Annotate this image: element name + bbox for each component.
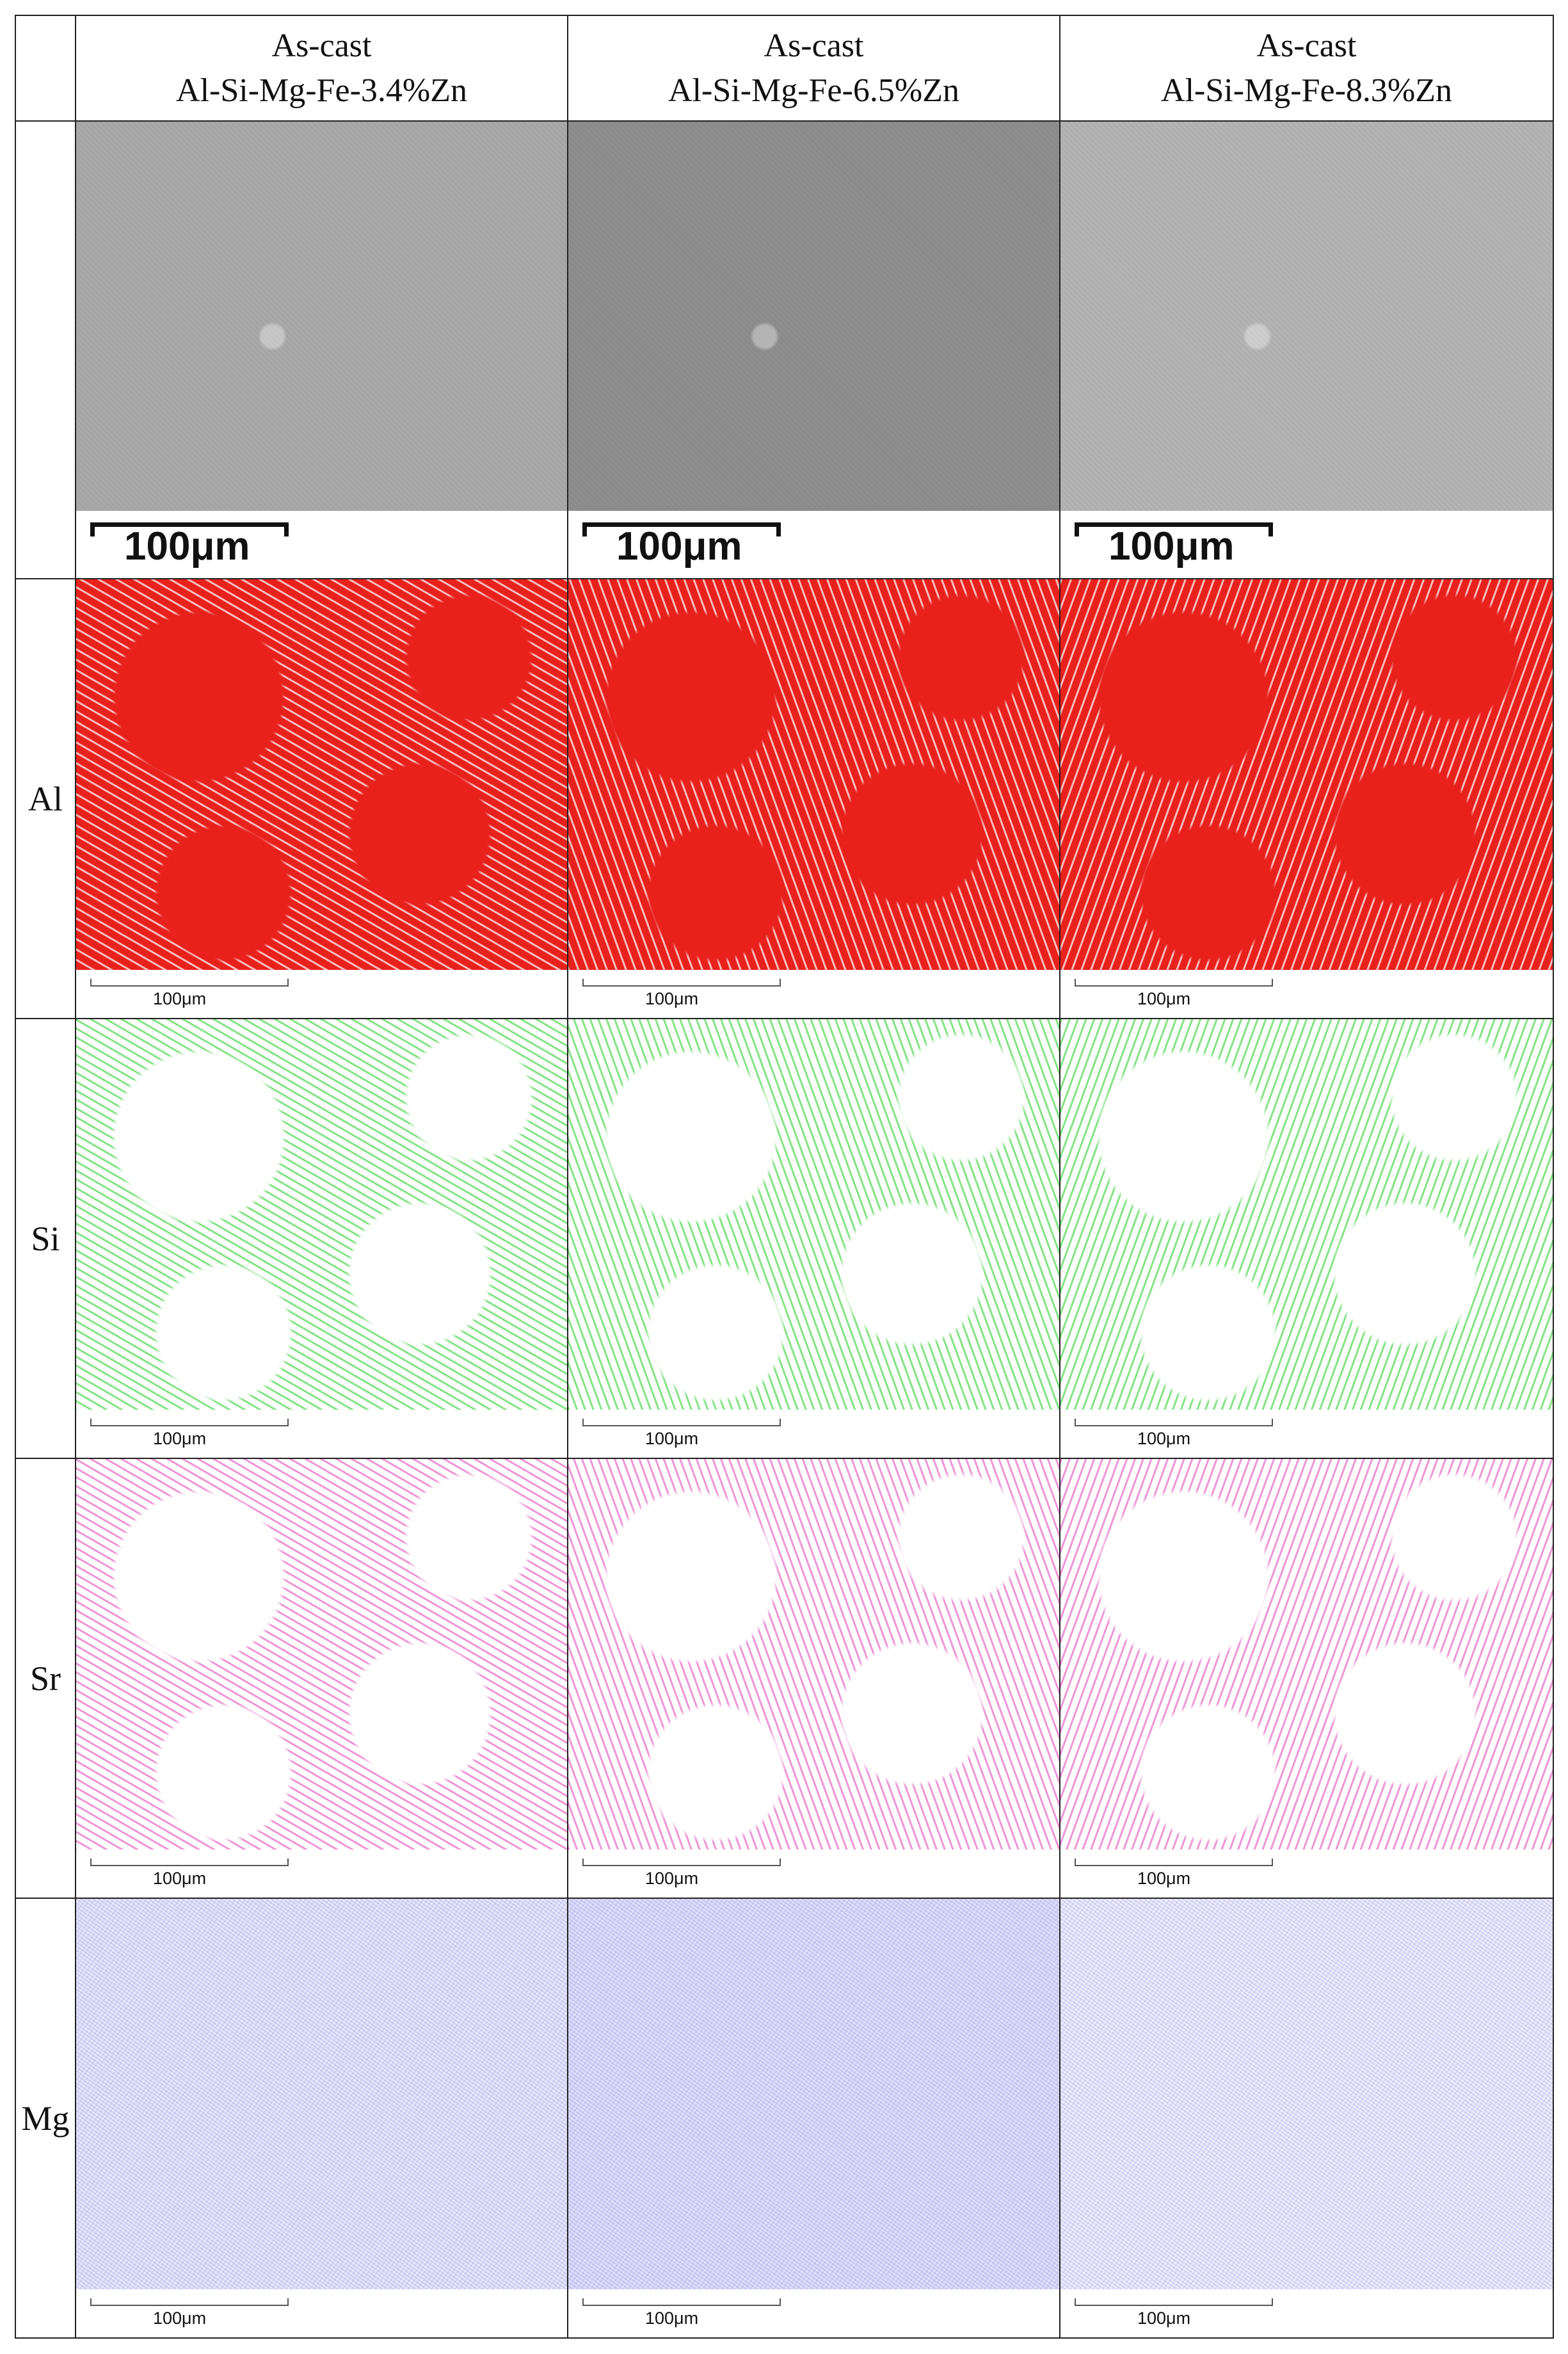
scale-strip: 100μm bbox=[568, 1850, 1059, 1898]
scale-bar bbox=[1075, 979, 1273, 987]
scale-bar bbox=[582, 1419, 781, 1426]
micrograph bbox=[568, 1899, 1059, 2291]
row-label: Mg bbox=[21, 2099, 70, 2138]
scale-label: 100μm bbox=[153, 1869, 207, 1888]
scale-strip: 100μm bbox=[76, 1850, 567, 1898]
micrograph bbox=[1060, 1019, 1553, 1411]
image-cell: 100μm bbox=[75, 578, 568, 1019]
image-cell: 100μm bbox=[567, 578, 1060, 1019]
image-cell: 100μm bbox=[567, 1898, 1060, 2339]
scale-strip: 100μm bbox=[76, 970, 567, 1018]
scale-label: 100μm bbox=[153, 1429, 207, 1448]
header-line: Al-Si-Mg-Fe-3.4%Zn bbox=[176, 72, 467, 109]
scale-strip: 100μm bbox=[1060, 511, 1553, 578]
scale-label: 100μm bbox=[645, 1869, 699, 1888]
image-cell: 100μm bbox=[1059, 1898, 1554, 2339]
scale-label: 100μm bbox=[645, 1429, 699, 1448]
scale-strip: 100μm bbox=[568, 511, 1059, 578]
scale-label: 100μm bbox=[1108, 524, 1235, 568]
scale-label: 100μm bbox=[124, 524, 250, 568]
row-label: Sr bbox=[29, 1659, 61, 1698]
micrograph bbox=[568, 1459, 1059, 1851]
scale-strip: 100μm bbox=[1060, 2289, 1553, 2337]
header-line: As-cast bbox=[271, 27, 372, 64]
scale-strip: 100μm bbox=[568, 1410, 1059, 1458]
scale-label: 100μm bbox=[645, 989, 699, 1008]
row-label-cell: Sr bbox=[15, 1458, 76, 1899]
image-cell: 100μm bbox=[1059, 578, 1554, 1019]
scale-bar bbox=[90, 522, 289, 536]
scale-bar bbox=[1075, 1419, 1273, 1426]
scale-bar bbox=[90, 2298, 289, 2306]
scale-bar bbox=[582, 979, 781, 987]
row-label: Si bbox=[31, 1219, 60, 1258]
scale-label: 100μm bbox=[153, 989, 207, 1008]
image-cell: 100μm bbox=[567, 1018, 1060, 1459]
image-cell: 100μm bbox=[567, 120, 1060, 579]
micrograph bbox=[76, 1019, 567, 1411]
scale-label: 100μm bbox=[1137, 989, 1191, 1008]
scale-label: 100μm bbox=[616, 524, 742, 568]
scale-strip: 100μm bbox=[76, 511, 567, 578]
scale-bar bbox=[90, 1419, 289, 1426]
scale-strip: 100μm bbox=[568, 2289, 1059, 2337]
scale-label: 100μm bbox=[153, 2309, 207, 2328]
scale-bar bbox=[1075, 1858, 1273, 1866]
micrograph bbox=[1060, 1459, 1553, 1851]
column-header: As-cast Al-Si-Mg-Fe-6.5%Zn bbox=[567, 15, 1060, 122]
scale-strip: 100μm bbox=[76, 1410, 567, 1458]
micrograph bbox=[76, 122, 567, 512]
row-label-cell: Mg bbox=[15, 1898, 76, 2339]
scale-bar bbox=[582, 1858, 781, 1866]
scale-label: 100μm bbox=[1137, 2309, 1191, 2328]
scale-bar bbox=[582, 2298, 781, 2306]
scale-label: 100μm bbox=[1137, 1429, 1191, 1448]
column-header: As-cast Al-Si-Mg-Fe-8.3%Zn bbox=[1059, 15, 1554, 122]
scale-bar bbox=[582, 522, 781, 536]
micrograph bbox=[76, 1899, 567, 2291]
corner-cell bbox=[15, 15, 76, 122]
column-header: As-cast Al-Si-Mg-Fe-3.4%Zn bbox=[75, 15, 568, 122]
row-label-cell bbox=[15, 120, 76, 579]
image-cell: 100μm bbox=[75, 120, 568, 579]
micrograph bbox=[568, 1019, 1059, 1411]
scale-strip: 100μm bbox=[1060, 970, 1553, 1018]
row-label-cell: Si bbox=[15, 1018, 76, 1459]
image-cell: 100μm bbox=[567, 1458, 1060, 1899]
image-cell: 100μm bbox=[75, 1018, 568, 1459]
image-cell: 100μm bbox=[1059, 1458, 1554, 1899]
scale-strip: 100μm bbox=[1060, 1410, 1553, 1458]
image-cell: 100μm bbox=[1059, 1018, 1554, 1459]
scale-bar bbox=[90, 1858, 289, 1866]
header-line: Al-Si-Mg-Fe-8.3%Zn bbox=[1161, 72, 1452, 109]
micrograph bbox=[76, 579, 567, 971]
row-label: Al bbox=[28, 779, 63, 818]
scale-strip: 100μm bbox=[76, 2289, 567, 2337]
row-label-cell: Al bbox=[15, 578, 76, 1019]
scale-strip: 100μm bbox=[1060, 1850, 1553, 1898]
header-line: Al-Si-Mg-Fe-6.5%Zn bbox=[668, 72, 959, 109]
micrograph bbox=[1060, 1899, 1553, 2291]
micrograph bbox=[76, 1459, 567, 1851]
header-line: As-cast bbox=[1256, 27, 1357, 64]
scale-strip: 100μm bbox=[568, 970, 1059, 1018]
header-line: As-cast bbox=[764, 27, 864, 64]
image-cell: 100μm bbox=[75, 1458, 568, 1899]
image-cell: 100μm bbox=[75, 1898, 568, 2339]
micrograph bbox=[568, 122, 1059, 512]
image-cell: 100μm bbox=[1059, 120, 1554, 579]
scale-bar bbox=[90, 979, 289, 987]
scale-bar bbox=[1075, 522, 1273, 536]
micrograph bbox=[1060, 122, 1553, 512]
micrograph bbox=[568, 579, 1059, 971]
micrograph bbox=[1060, 579, 1553, 971]
scale-bar bbox=[1075, 2298, 1273, 2306]
scale-label: 100μm bbox=[645, 2309, 699, 2328]
scale-label: 100μm bbox=[1137, 1869, 1191, 1888]
